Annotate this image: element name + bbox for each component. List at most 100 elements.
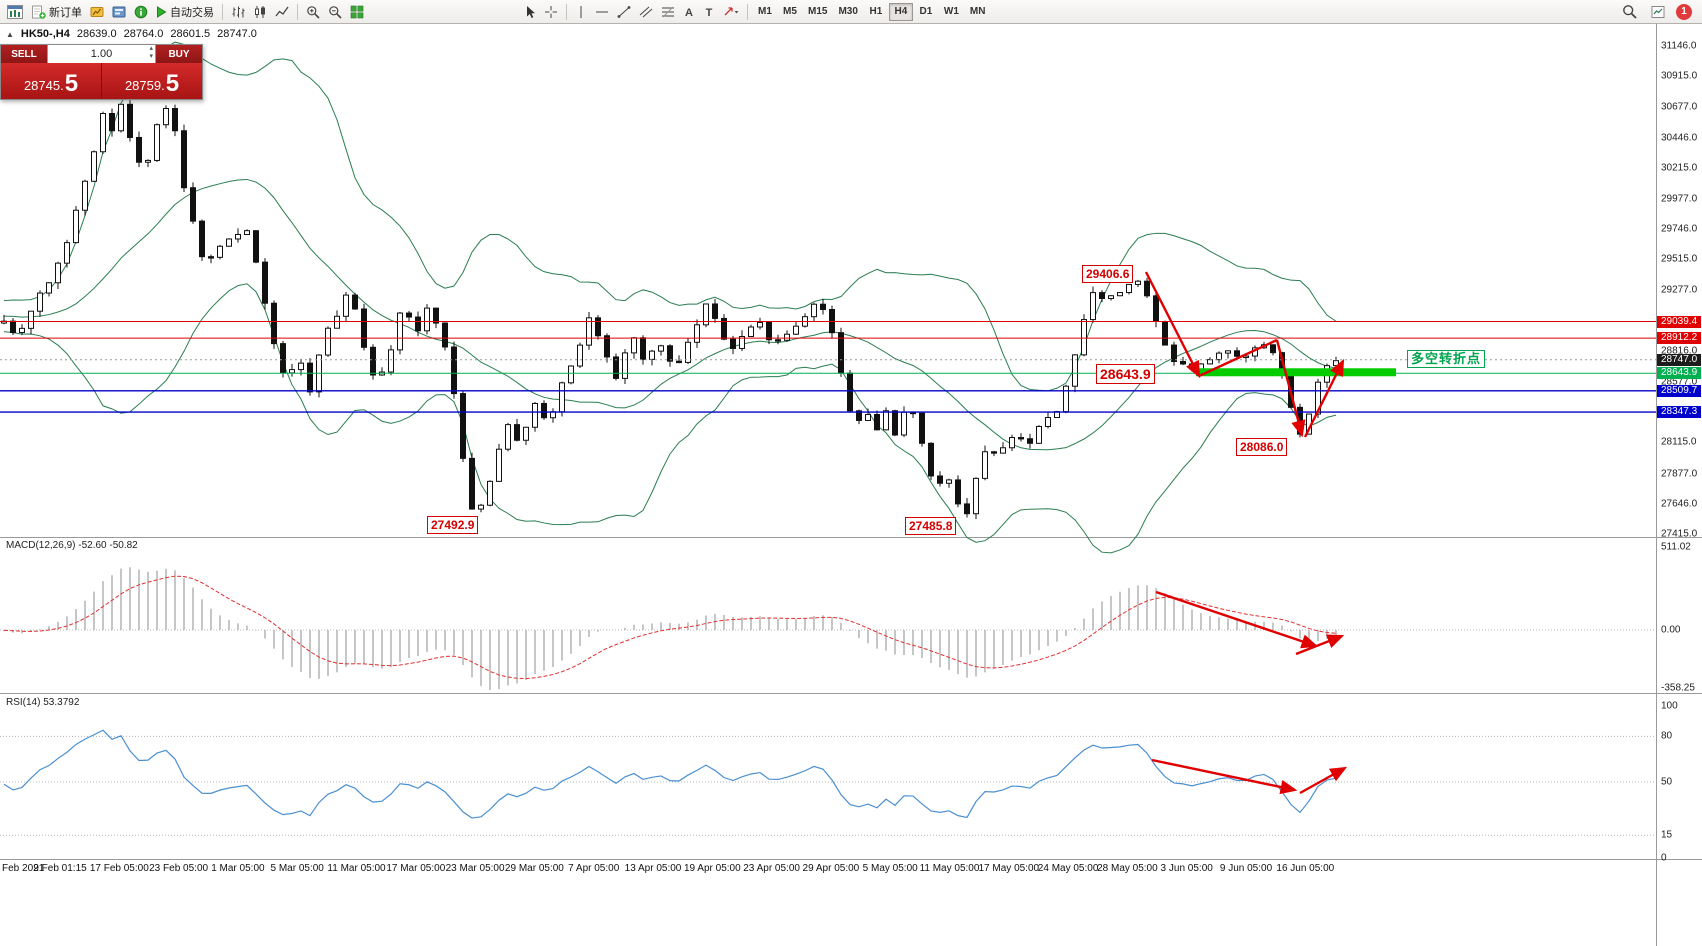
market-watch-icon [90, 6, 104, 17]
channel-button[interactable] [636, 2, 656, 22]
volume-input[interactable]: 1.00 ▴ ▾ [47, 45, 156, 63]
macd-scale-tick: 511.02 [1661, 541, 1691, 553]
time-axis-label: 1 Mar 05:00 [211, 863, 265, 874]
price-scale-tick: 28816.0 [1661, 345, 1698, 357]
rsi-scale-tick: 0 [1661, 852, 1667, 864]
cursor-icon [527, 5, 535, 18]
time-axis-label: 29 Apr 05:00 [802, 863, 860, 874]
spinner-down-icon[interactable]: ▾ [149, 53, 153, 60]
price-scale[interactable]: 31146.0 30915.0 30677.0 30446.0 30215.0 29977… [1657, 24, 1702, 946]
trendline-button[interactable] [614, 2, 634, 22]
trendline-icon [617, 5, 631, 18]
text-label-button[interactable]: T [700, 2, 718, 22]
price-level-tag: 28347.3 [1657, 406, 1701, 419]
timeframe-d1-button[interactable]: D1 [914, 3, 938, 21]
shapes-button[interactable] [720, 2, 742, 22]
timeframe-m1-button[interactable]: M1 [753, 3, 777, 21]
time-axis-label: 17 Mar 05:00 [386, 863, 446, 874]
data-window-icon [1651, 5, 1665, 18]
toolbar-separator [566, 3, 567, 20]
terminal-button[interactable] [109, 2, 129, 22]
main-toolbar: 新订单 自动交易 [0, 0, 1702, 24]
price-scale-tick: 30215.0 [1661, 162, 1698, 174]
price-level-tag: 28643.9 [1657, 367, 1701, 380]
time-axis-label: 24 May 05:00 [1037, 863, 1099, 874]
toolbar-separator [747, 3, 748, 20]
spinner-up-icon[interactable]: ▴ [149, 45, 153, 52]
time-axis[interactable]: Feb 2021 9 Feb 01:15 17 Feb 05:00 23 Feb 05… [0, 860, 1656, 880]
line-chart-button[interactable] [272, 2, 292, 22]
candlestick-chart-icon [255, 5, 265, 18]
time-axis-label: 16 Jun 05:00 [1276, 863, 1335, 874]
price-scale-tick: 28577.0 [1661, 376, 1698, 388]
timeframe-m15-button[interactable]: M15 [803, 3, 832, 21]
line-chart-icon [275, 6, 289, 16]
time-axis-label: 23 Feb 05:00 [149, 863, 209, 874]
autotrading-button[interactable]: 自动交易 [153, 2, 217, 22]
timeframe-m5-button[interactable]: M5 [778, 3, 802, 21]
price-scale-tick: 27415.0 [1661, 528, 1698, 540]
timeframe-m30-button[interactable]: M30 [833, 3, 862, 21]
chart-window-icon [7, 4, 23, 19]
price-annotation-swing-high: 29406.6 [1082, 265, 1134, 283]
candlestick-chart-button[interactable] [250, 2, 270, 22]
help-button[interactable] [131, 2, 151, 22]
price-scale-tick: 29977.0 [1661, 193, 1698, 205]
horizontal-line-icon [596, 11, 608, 12]
chart-window-button[interactable] [4, 2, 26, 22]
new-order-button[interactable]: 新订单 [28, 2, 85, 22]
price-scale-tick: 30446.0 [1661, 132, 1698, 144]
timeframe-h1-button[interactable]: H1 [864, 3, 888, 21]
text-button[interactable]: A [680, 2, 698, 22]
symbol-header: ▲ HK50-,H4 28639.0 28764.0 28601.5 28747… [6, 28, 257, 40]
volume-value: 1.00 [90, 48, 113, 60]
search-button[interactable] [1619, 2, 1640, 22]
svg-text:T: T [706, 7, 713, 18]
search-icon [1623, 5, 1637, 19]
time-axis-label: 11 May 05:00 [919, 863, 980, 874]
price-annotation-low-march: 27492.9 [427, 516, 479, 534]
channel-icon [639, 6, 653, 17]
autotrading-label: 自动交易 [170, 6, 214, 19]
rsi-indicator-label: RSI(14) 53.3792 [6, 697, 80, 708]
vertical-line-button[interactable] [572, 2, 590, 22]
price-annotation-swing-low: 28086.0 [1236, 438, 1288, 456]
bar-chart-button[interactable] [228, 2, 248, 22]
toolbar-separator [297, 3, 298, 20]
market-watch-button[interactable] [87, 2, 107, 22]
zoom-out-button[interactable] [325, 2, 345, 22]
ohlc-low: 28601.5 [170, 28, 211, 40]
price-level-tag: 28912.2 [1657, 332, 1701, 345]
price-annotation-low-may: 27485.8 [905, 517, 957, 535]
sell-button[interactable]: 28745. 5 [1, 63, 102, 99]
volume-spinner[interactable]: ▴ ▾ [149, 45, 153, 61]
rsi-scale-tick: 15 [1661, 829, 1673, 841]
one-click-trading-panel: SELL 1.00 ▴ ▾ BUY 28745. 5 28759. 5 [0, 44, 203, 100]
cursor-button[interactable] [521, 2, 539, 22]
buy-label: BUY [156, 45, 202, 63]
crosshair-button[interactable] [541, 2, 561, 22]
time-axis-label: 17 Feb 05:00 [89, 863, 149, 874]
vertical-line-icon [580, 5, 582, 18]
collapse-one-click-icon[interactable]: ▲ [6, 29, 14, 39]
buy-button[interactable]: 28759. 5 [102, 63, 202, 99]
price-scale-tick: 30915.0 [1661, 70, 1698, 82]
timeframe-h4-button[interactable]: H4 [888, 2, 913, 21]
buy-price: 28759. [124, 78, 165, 93]
timeframe-w1-button[interactable]: W1 [939, 3, 964, 21]
toolbar-separator [222, 3, 223, 20]
horizontal-line-button[interactable] [592, 2, 612, 22]
zoom-in-button[interactable] [303, 2, 323, 22]
tile-windows-button[interactable] [347, 2, 367, 22]
timeframe-mn-button[interactable]: MN [965, 3, 991, 21]
notification-badge[interactable]: 1 [1676, 3, 1692, 20]
fibonacci-button[interactable] [658, 2, 678, 22]
buy-price-big-digit: 5 [165, 70, 180, 97]
zoom-out-icon [329, 5, 342, 19]
data-window-button[interactable] [1648, 2, 1668, 22]
bar-chart-icon [232, 6, 245, 17]
turning-point-annotation: 多空转折点 [1407, 350, 1486, 368]
fibonacci-icon [662, 6, 674, 17]
